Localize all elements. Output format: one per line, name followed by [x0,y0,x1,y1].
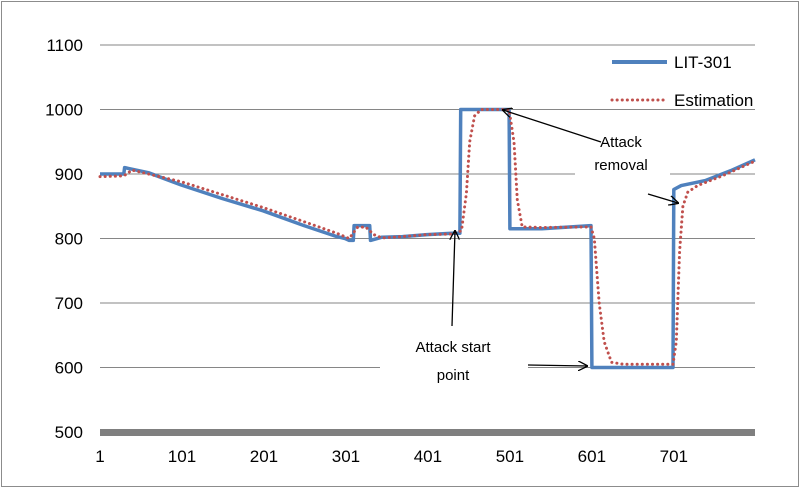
y-tick-label-600: 600 [55,359,83,378]
annotations: Attack removal Attack start point [380,110,678,387]
series-line-lit-301 [100,107,756,370]
annotation-arrow-attack-removal-1 [503,110,602,143]
series-lines [98,107,757,370]
annotation-box-attack-start [380,332,528,387]
x-tick-label-1: 1 [95,447,104,466]
series-line-estimation [98,108,757,366]
x-tick-label-401: 401 [414,447,442,466]
annotation-attack-start-line1: Attack start [415,339,491,356]
y-tick-label-500: 500 [55,423,83,442]
annotation-arrow-attack-start-2 [527,365,587,366]
x-tick-label-501: 501 [496,447,524,466]
y-axis-tick-labels: 500 600 700 800 900 1000 1100 [45,36,83,442]
x-axis-tick-labels: 1 101 201 301 401 501 601 701 [95,447,688,466]
annotation-arrow-attack-removal-2 [647,193,678,203]
x-axis [100,429,755,436]
annotation-box-attack-removal [575,128,670,176]
annotation-attack-removal-line1: Attack [600,134,642,151]
x-tick-label-301: 301 [332,447,360,466]
y-tick-label-700: 700 [55,294,83,313]
annotation-attack-removal-line2: removal [594,157,647,174]
legend-label-lit-301: LIT-301 [674,53,732,72]
y-tick-label-1000: 1000 [45,101,83,120]
legend: LIT-301 Estimation [610,53,753,110]
y-tick-label-900: 900 [55,165,83,184]
gridlines [100,44,755,368]
chart-frame [1,1,799,487]
annotation-attack-start-line2: point [437,367,470,384]
legend-label-estimation: Estimation [674,91,753,110]
x-tick-label-701: 701 [660,447,688,466]
y-tick-label-800: 800 [55,230,83,249]
x-tick-label-101: 101 [168,447,196,466]
x-tick-label-201: 201 [250,447,278,466]
y-tick-label-1100: 1100 [46,36,83,55]
x-axis-bar [100,429,755,436]
annotation-arrow-attack-start-1 [452,231,455,327]
x-tick-label-601: 601 [578,447,606,466]
